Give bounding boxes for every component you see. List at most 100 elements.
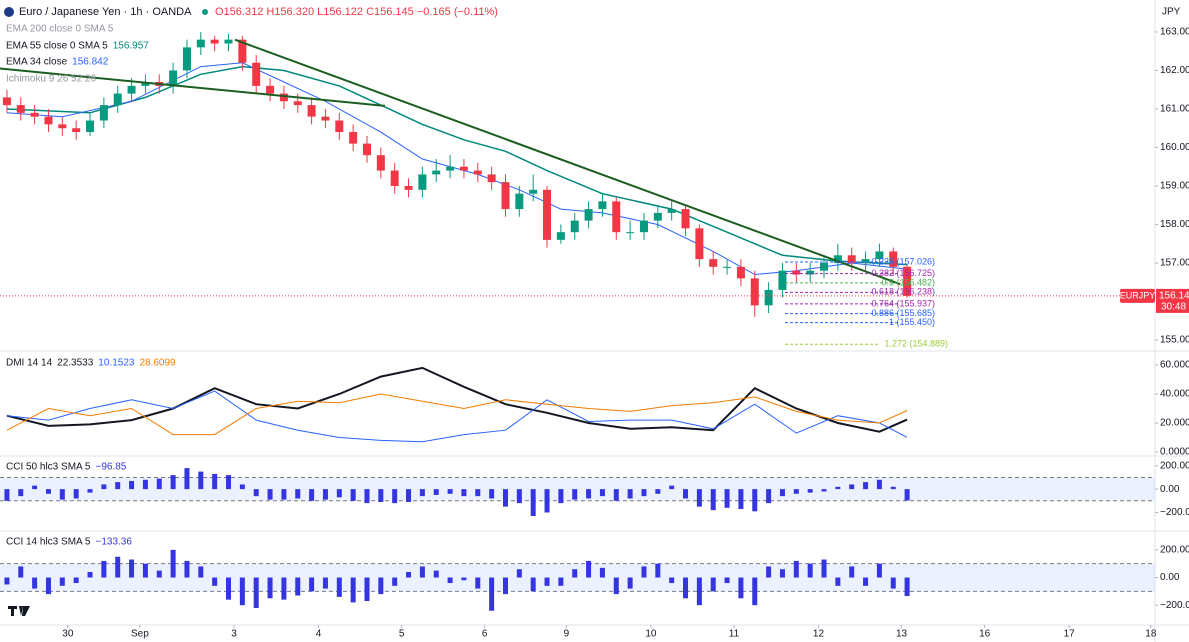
cci-bar: [184, 468, 190, 490]
candle-body: [349, 132, 358, 144]
candle-body: [723, 266, 732, 268]
y-tick-label: 163.00: [1160, 27, 1189, 38]
cci-bar: [295, 489, 301, 499]
cci-bar: [281, 489, 287, 500]
cci-bar: [212, 473, 218, 490]
cci-bar: [419, 566, 425, 578]
cci-bar: [738, 489, 744, 509]
y-tick-label: 40.0000: [1160, 389, 1189, 400]
fib-label: 0.236 (157.026): [871, 256, 935, 266]
candle-body: [141, 82, 150, 86]
candle-body: [695, 228, 704, 260]
cci-bar: [710, 489, 716, 511]
candle-body: [487, 174, 496, 183]
dmi-line: [6, 393, 908, 436]
candle-body: [515, 193, 524, 210]
candle-body: [307, 105, 316, 117]
cci-bar: [18, 566, 24, 578]
cci-bar: [752, 489, 758, 512]
candle-body: [224, 39, 233, 44]
cci-bar: [489, 577, 495, 611]
legend-value: 22.3533: [57, 358, 94, 369]
cci-bar: [267, 577, 273, 599]
cci-bar: [59, 489, 65, 500]
candle-body: [806, 270, 815, 275]
candle-body: [182, 47, 191, 71]
cci-bar: [350, 489, 356, 501]
candle-body: [792, 270, 801, 275]
candle-body: [127, 85, 136, 94]
cci-bar: [461, 489, 467, 497]
cci-bar: [267, 489, 273, 500]
candle-body: [238, 39, 247, 63]
y-tick-label: 159.00: [1160, 181, 1189, 192]
cci-bar: [821, 489, 827, 492]
cci-bar: [378, 577, 384, 595]
candle-body: [889, 251, 898, 267]
cci-bar: [129, 480, 135, 490]
cci-bar: [835, 577, 841, 586]
cci-bar: [586, 560, 592, 578]
fib-label: 1.272 (154.889): [884, 339, 948, 349]
cci-bar: [876, 563, 882, 578]
cci-bar: [364, 577, 370, 602]
candle-body: [653, 212, 662, 221]
candle-body: [446, 166, 455, 171]
candle-body: [903, 266, 912, 296]
candle-body: [570, 220, 579, 233]
cci-bar: [45, 577, 51, 595]
cci-bar: [502, 577, 508, 595]
x-tick-label: 12: [813, 629, 825, 640]
candle-body: [196, 39, 205, 48]
candle-body: [473, 170, 482, 175]
fib-label: 0.618 (156.238): [871, 287, 935, 297]
candle-body: [820, 262, 829, 271]
symbol-badge: [1120, 288, 1155, 303]
cci-bar: [807, 563, 813, 578]
cci-bar: [516, 569, 522, 578]
cci-bar: [115, 482, 121, 490]
cci-bar: [627, 489, 633, 499]
trendline: [0, 67, 386, 107]
candle-body: [556, 232, 565, 240]
cci-bar: [364, 489, 370, 504]
symbol-icon: [4, 7, 14, 17]
x-tick-label: 10: [645, 629, 657, 640]
legend-inactive: EMA 200 close 0 SMA 5: [6, 24, 114, 35]
cci-bar: [863, 577, 869, 586]
cci-bar: [156, 478, 162, 490]
candle-body: [293, 101, 302, 106]
candle-body: [72, 128, 81, 133]
y-tick-label: 0.00: [1160, 484, 1180, 495]
candle-body: [501, 182, 510, 210]
indicator-title: DMI 14 14: [6, 358, 53, 369]
cci-bar: [876, 479, 882, 490]
cci-bar: [184, 560, 190, 578]
cci-band: [0, 563, 1155, 592]
cci-bar: [752, 577, 758, 606]
indicator-title: CCI 14 hlc3 SMA 5: [6, 537, 91, 548]
x-tick-label: 6: [482, 629, 488, 640]
x-tick-label: 16: [979, 629, 991, 640]
cci-bar: [433, 489, 439, 495]
cci-bar: [253, 577, 259, 608]
candle-body: [529, 189, 538, 194]
candle-body: [2, 97, 11, 106]
legend-name: EMA 34 close: [6, 57, 68, 68]
cci-bar: [198, 471, 204, 490]
y-tick-label: 155.00: [1160, 335, 1189, 346]
candle-body: [279, 93, 288, 102]
cci-bar: [101, 484, 107, 490]
x-tick-label: 4: [316, 629, 322, 640]
cci-bar: [904, 577, 910, 596]
candle-body: [335, 120, 344, 133]
candle-body: [376, 155, 385, 171]
cci-bar: [4, 577, 10, 585]
cci-bar: [18, 489, 24, 497]
cci-bar: [212, 577, 218, 586]
x-tick-label: 9: [564, 629, 570, 640]
cci-bar: [516, 489, 522, 504]
candle-body: [847, 255, 856, 263]
cci-bar: [392, 577, 398, 586]
